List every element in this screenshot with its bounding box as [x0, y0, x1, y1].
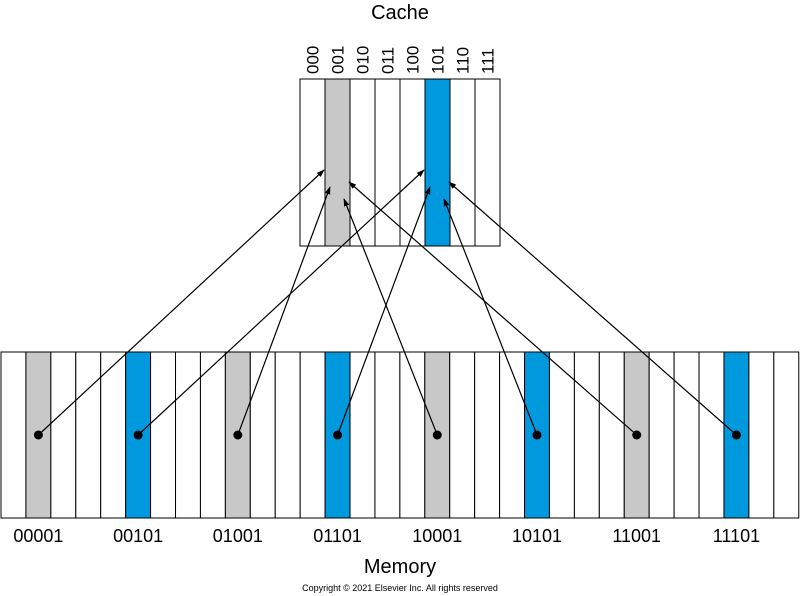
- cache-index-label: 101: [429, 46, 448, 74]
- memory-cell: [100, 351, 127, 519]
- memory-cell: [748, 351, 775, 519]
- cache-index-label: 111: [479, 48, 498, 74]
- memory-cell: [499, 351, 526, 519]
- copyright-notice: Copyright © 2021 Elsevier Inc. All right…: [302, 583, 498, 593]
- memory-cell: [150, 351, 177, 519]
- mapping-arrow-00001: [37, 169, 325, 436]
- memory-cell: [50, 351, 77, 519]
- mapping-arrow-01101: [336, 186, 431, 436]
- cache-index-label: 110: [454, 47, 473, 74]
- memory-address-label: 10101: [512, 526, 562, 546]
- cache-index-label: 100: [404, 46, 423, 74]
- cache-block: [299, 78, 501, 247]
- mapping-arrow-11101: [448, 181, 737, 436]
- cache-index-label: 010: [354, 46, 373, 74]
- memory-block-11001: [623, 351, 650, 519]
- cache-line-111: [474, 78, 501, 247]
- mapping-arrow-10001: [343, 198, 438, 436]
- memory-cell: [598, 351, 625, 519]
- memory-cell: [548, 351, 575, 519]
- cache-title: Cache: [371, 2, 429, 24]
- cache-index-label: 001: [329, 46, 348, 74]
- memory-cell: [349, 351, 376, 519]
- memory-cell: [399, 351, 426, 519]
- memory-cell: [249, 351, 276, 519]
- memory-cell: [374, 351, 401, 519]
- memory-cell: [75, 351, 102, 519]
- memory-address-label: 10001: [412, 526, 462, 546]
- memory-title: Memory: [364, 556, 436, 578]
- memory-block: [0, 351, 800, 519]
- mapping-arrow-11001: [348, 181, 638, 436]
- memory-block-dot-01101: [333, 430, 343, 440]
- memory-cell: [199, 351, 226, 519]
- cache-index-label: 011: [379, 47, 398, 74]
- memory-cell: [449, 351, 476, 519]
- memory-address-label: 01001: [213, 526, 263, 546]
- memory-cell: [299, 351, 326, 519]
- cache-line-001: [324, 78, 351, 247]
- memory-block-dot-11101: [731, 430, 741, 440]
- memory-address-labels: 00001 00101 01001 01101 10001 10101 11001 11101: [13, 526, 760, 546]
- memory-block-dot-00101: [133, 430, 143, 440]
- memory-address-label: 11101: [713, 526, 760, 546]
- cache-line-011: [374, 78, 401, 247]
- cache-line-000: [299, 78, 326, 247]
- memory-block-dot-01001: [233, 430, 243, 440]
- memory-cell: [175, 351, 201, 519]
- cache-index-labels: 000 001 010 011 100 101 110 111: [304, 46, 498, 74]
- cache-index-label: 000: [304, 46, 323, 74]
- cache-line-010: [349, 78, 376, 247]
- mapping-arrow-10101: [443, 198, 538, 436]
- cache-line-101: [424, 78, 451, 247]
- memory-address-label: 00001: [13, 526, 63, 546]
- memory-cell: [648, 351, 675, 519]
- memory-cell: [0, 351, 27, 519]
- memory-cell: [573, 351, 600, 519]
- memory-block-dot-11001: [632, 430, 642, 440]
- mapping-arrow-01001: [237, 186, 331, 436]
- memory-cell: [773, 351, 800, 519]
- memory-block-dot-00001: [33, 430, 43, 440]
- memory-cell: [698, 351, 725, 519]
- memory-address-label: 00101: [113, 526, 163, 546]
- mapping-arrow-00101: [137, 169, 425, 436]
- memory-block-dot-10001: [432, 430, 442, 440]
- memory-address-label: 11001: [612, 526, 661, 546]
- mapping-arrows: [33, 169, 741, 440]
- memory-block-dot-10101: [532, 430, 542, 440]
- memory-cell: [274, 351, 301, 519]
- memory-address-label: 01101: [313, 526, 362, 546]
- memory-cell: [673, 351, 700, 519]
- cache-line-110: [449, 78, 476, 247]
- memory-cell: [474, 351, 501, 519]
- cache-line-100: [399, 78, 426, 247]
